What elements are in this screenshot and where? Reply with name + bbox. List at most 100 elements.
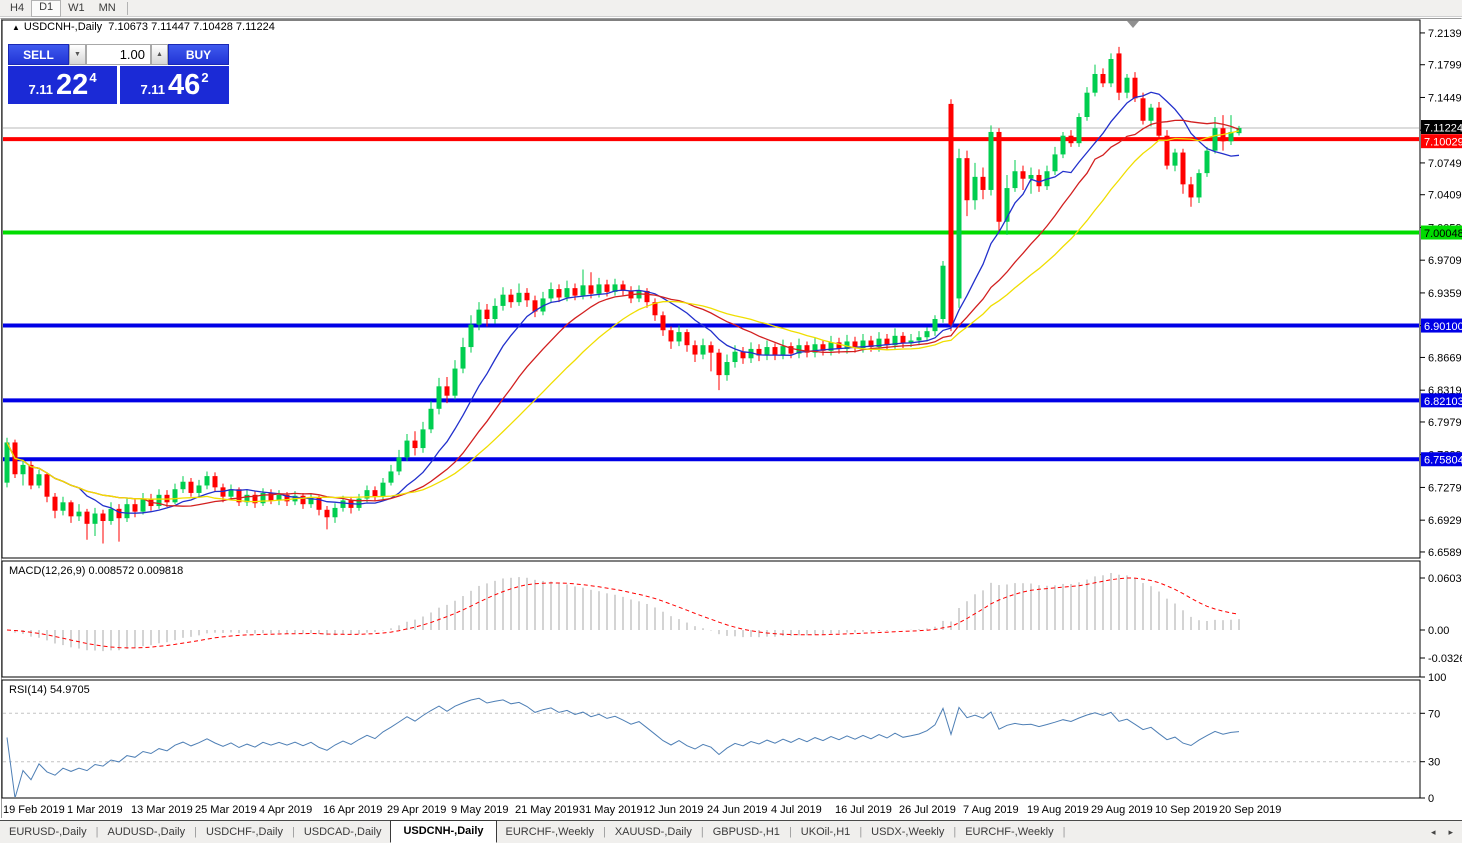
- chart-tab-gbpusd-h1[interactable]: GBPUSD-,H1: [712, 826, 780, 838]
- date-label: 7 Aug 2019: [963, 804, 1019, 816]
- level-price-tag-7.00048: 7.00048: [1421, 225, 1462, 240]
- rsi-line: [6, 697, 1240, 797]
- date-label: 16 Jul 2019: [835, 804, 892, 816]
- volume-decrease-button[interactable]: ▼: [69, 44, 86, 65]
- tab-separator: |: [95, 826, 99, 838]
- date-label: 4 Apr 2019: [259, 804, 312, 816]
- collapse-one-click-icon[interactable]: ▲: [12, 23, 20, 32]
- price-axis-label: 7.17990: [1428, 60, 1462, 72]
- sell-button[interactable]: SELL: [8, 44, 69, 65]
- macd-axis-label: 0.060317: [1428, 573, 1462, 585]
- macd-axis-label: -0.032648: [1428, 653, 1462, 665]
- macd-histogram: [14, 573, 1240, 652]
- chart-tab-eurchf-weekly[interactable]: EURCHF-,Weekly: [965, 826, 1054, 838]
- svg-text:6.82103: 6.82103: [1424, 396, 1462, 408]
- rsi-axis-label: 30: [1428, 757, 1440, 769]
- buy-price-pip: 2: [201, 70, 209, 85]
- buy-price-big: 46: [168, 69, 201, 101]
- level-price-tag-6.75804: 6.75804: [1421, 452, 1462, 467]
- chart-tab-ukoil-h1[interactable]: UKOil-,H1: [800, 826, 851, 838]
- sell-price-pip: 4: [89, 70, 97, 85]
- macd-signal-line: [6, 577, 1240, 649]
- ma-fast-line: [6, 91, 1240, 514]
- date-label: 19 Feb 2019: [3, 804, 65, 816]
- timeframe-button-d1[interactable]: D1: [31, 0, 62, 17]
- price-axis-label: 6.72790: [1428, 482, 1462, 494]
- date-label: 9 May 2019: [451, 804, 508, 816]
- date-label: 4 Jul 2019: [771, 804, 822, 816]
- date-label: 29 Apr 2019: [387, 804, 446, 816]
- date-label: 29 Aug 2019: [1091, 804, 1153, 816]
- tab-scroll-left-icon[interactable]: ◂: [1430, 826, 1436, 837]
- ma-slow-line: [6, 130, 1240, 503]
- date-label: 24 Jun 2019: [707, 804, 768, 816]
- chart-tab-usdcad-daily[interactable]: USDCAD-,Daily: [303, 826, 382, 838]
- chart-tab-usdcnh-daily[interactable]: USDCNH-,Daily: [390, 819, 497, 843]
- price-axis-label: 6.86690: [1428, 352, 1462, 364]
- buy-quote-button[interactable]: 7.11 46 2: [120, 66, 229, 104]
- date-label: 1 Mar 2019: [67, 804, 123, 816]
- tab-separator: |: [1062, 826, 1066, 838]
- price-pane[interactable]: [1, 19, 1421, 559]
- tab-separator: |: [953, 826, 957, 838]
- tab-separator: |: [194, 826, 197, 838]
- sell-quote-button[interactable]: 7.11 22 4: [8, 66, 117, 104]
- date-label: 12 Jun 2019: [643, 804, 704, 816]
- macd-label: MACD(12,26,9) 0.008572 0.009818: [9, 565, 183, 577]
- buy-price-base: 7.11: [140, 82, 166, 97]
- price-axis-label: 6.97090: [1428, 255, 1462, 267]
- price-axis-label: 6.69290: [1428, 515, 1462, 527]
- level-price-tag-6.90100: 6.90100: [1421, 318, 1462, 333]
- level-price-tag-7.10029: 7.10029: [1421, 134, 1462, 149]
- rsi-axis-label: 0: [1428, 793, 1434, 805]
- candlestick-series: [4, 46, 1242, 544]
- level-price-tag-6.82103: 6.82103: [1421, 393, 1462, 408]
- chart-title: ▲ USDCNH-,Daily 7.10673 7.11447 7.10428 7…: [12, 21, 275, 33]
- date-label: 26 Jul 2019: [899, 804, 956, 816]
- chart-canvas[interactable]: 7.213907.179907.144907.109907.074907.040…: [0, 17, 1462, 819]
- toolbar-separator: [126, 1, 128, 15]
- date-label: 31 May 2019: [579, 804, 643, 816]
- horizontal-level-lines[interactable]: [3, 137, 1419, 462]
- timeframe-toolbar: H4 D1 W1 MN: [0, 0, 1462, 17]
- svg-text:7.00048: 7.00048: [1424, 228, 1462, 240]
- chart-tab-xauusd-daily[interactable]: XAUUSD-,Daily: [614, 826, 692, 838]
- chart-tab-eurusd-daily[interactable]: EURUSD-,Daily: [9, 826, 87, 838]
- tab-scroll-arrows: ◂ ▸: [1431, 827, 1462, 838]
- date-label: 21 May 2019: [515, 804, 579, 816]
- rsi-axis-label: 70: [1428, 708, 1440, 720]
- price-axis-label: 7.21390: [1428, 28, 1462, 40]
- price-axis-label: 6.79790: [1428, 417, 1462, 429]
- tab-scroll-right-icon[interactable]: ▸: [1448, 826, 1453, 837]
- chart-tab-eurchf-weekly[interactable]: EURCHF-,Weekly: [505, 826, 594, 838]
- svg-text:7.11224: 7.11224: [1424, 123, 1462, 135]
- chart-tab-bar: EURUSD-,Daily | AUDUSD-,Daily | USDCHF-,Dail…: [0, 819, 1462, 843]
- sell-price-big: 22: [56, 69, 89, 101]
- chart-shift-marker-icon[interactable]: [1127, 21, 1139, 28]
- timeframe-button-mn[interactable]: MN: [98, 1, 116, 14]
- chart-tab-audusd-daily[interactable]: AUDUSD-,Daily: [107, 826, 186, 838]
- buy-button[interactable]: BUY: [168, 44, 229, 65]
- timeframe-button-w1[interactable]: W1: [68, 1, 85, 14]
- volume-input[interactable]: 1.00: [86, 44, 151, 65]
- rsi-label: RSI(14) 54.9705: [9, 684, 90, 696]
- date-label: 19 Aug 2019: [1027, 804, 1089, 816]
- ma-mid-line: [6, 119, 1240, 507]
- date-label: 13 Mar 2019: [131, 804, 193, 816]
- chart-tab-usdchf-daily[interactable]: USDCHF-,Daily: [205, 826, 283, 838]
- date-axis: 19 Feb 2019 1 Mar 2019 13 Mar 2019 25 Mar 2…: [3, 804, 1281, 816]
- price-axis-label: 7.14490: [1428, 92, 1462, 104]
- rsi-axis-label: 100: [1428, 672, 1446, 684]
- price-axis-label: 7.04090: [1428, 190, 1462, 202]
- svg-text:6.75804: 6.75804: [1424, 455, 1462, 467]
- volume-increase-button[interactable]: ▲: [151, 44, 168, 65]
- chart-title-symbol: USDCNH-,Daily: [23, 21, 103, 33]
- rsi-pane[interactable]: [1, 679, 1421, 799]
- tab-separator: |: [788, 826, 792, 838]
- timeframe-button-h4[interactable]: H4: [10, 1, 25, 14]
- chart-tab-usdx-weekly[interactable]: USDX-,Weekly: [871, 826, 945, 838]
- sell-price-base: 7.11: [28, 82, 54, 97]
- macd-pane[interactable]: [1, 560, 1421, 678]
- tab-separator: |: [859, 826, 863, 838]
